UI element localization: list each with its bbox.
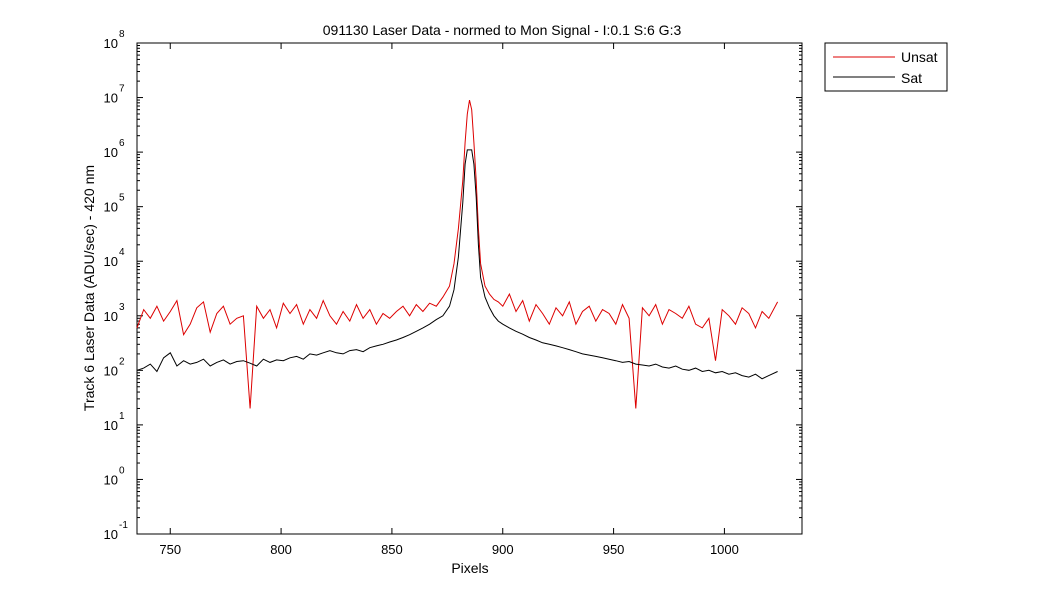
y-tick-label: 10 bbox=[104, 200, 118, 215]
y-tick-label: 10 bbox=[104, 527, 118, 542]
plot-area bbox=[136, 42, 803, 535]
y-tick-exponent: 3 bbox=[119, 302, 125, 313]
y-tick-exponent: 4 bbox=[119, 247, 125, 258]
y-axis-label: Track 6 Laser Data (ADU/sec) - 420 nm bbox=[81, 165, 97, 411]
x-tick-label: 750 bbox=[159, 542, 181, 557]
y-tick-exponent: 0 bbox=[119, 465, 125, 476]
y-tick-exponent: 2 bbox=[119, 356, 125, 367]
y-tick-label: 10 bbox=[104, 309, 118, 324]
y-tick-label: 10 bbox=[104, 254, 118, 269]
y-tick-label: 10 bbox=[104, 418, 118, 433]
x-axis-ticks: 750 800 850 900 950 1000 bbox=[159, 43, 739, 557]
y-tick-label: 10 bbox=[104, 363, 118, 378]
legend-label-unsat: Unsat bbox=[901, 49, 938, 65]
legend-label-sat: Sat bbox=[901, 70, 922, 86]
y-tick-label: 10 bbox=[104, 36, 118, 51]
series-line-sat bbox=[136, 149, 778, 380]
x-tick-label: 850 bbox=[381, 542, 403, 557]
series-line-unsat bbox=[136, 99, 779, 409]
y-tick-label: 10 bbox=[104, 145, 118, 160]
y-tick-exponent: 8 bbox=[119, 29, 125, 40]
y-tick-exponent: 6 bbox=[119, 138, 125, 149]
series-layer bbox=[136, 99, 779, 409]
x-axis-label: Pixels bbox=[451, 560, 488, 576]
y-tick-exponent: 1 bbox=[119, 411, 125, 422]
y-tick-label: 10 bbox=[104, 472, 118, 487]
legend: Unsat Sat bbox=[824, 42, 948, 92]
x-tick-label: 800 bbox=[270, 542, 292, 557]
x-tick-label: 900 bbox=[492, 542, 514, 557]
y-tick-exponent: 5 bbox=[119, 193, 125, 204]
y-tick-exponent: -1 bbox=[119, 520, 128, 531]
y-tick-exponent: 7 bbox=[119, 84, 125, 95]
x-tick-label: 950 bbox=[603, 542, 625, 557]
legend-box bbox=[824, 42, 948, 92]
chart-title: 091130 Laser Data - normed to Mon Signal… bbox=[323, 22, 682, 38]
y-tick-label: 10 bbox=[104, 91, 118, 106]
x-tick-label: 1000 bbox=[710, 542, 739, 557]
